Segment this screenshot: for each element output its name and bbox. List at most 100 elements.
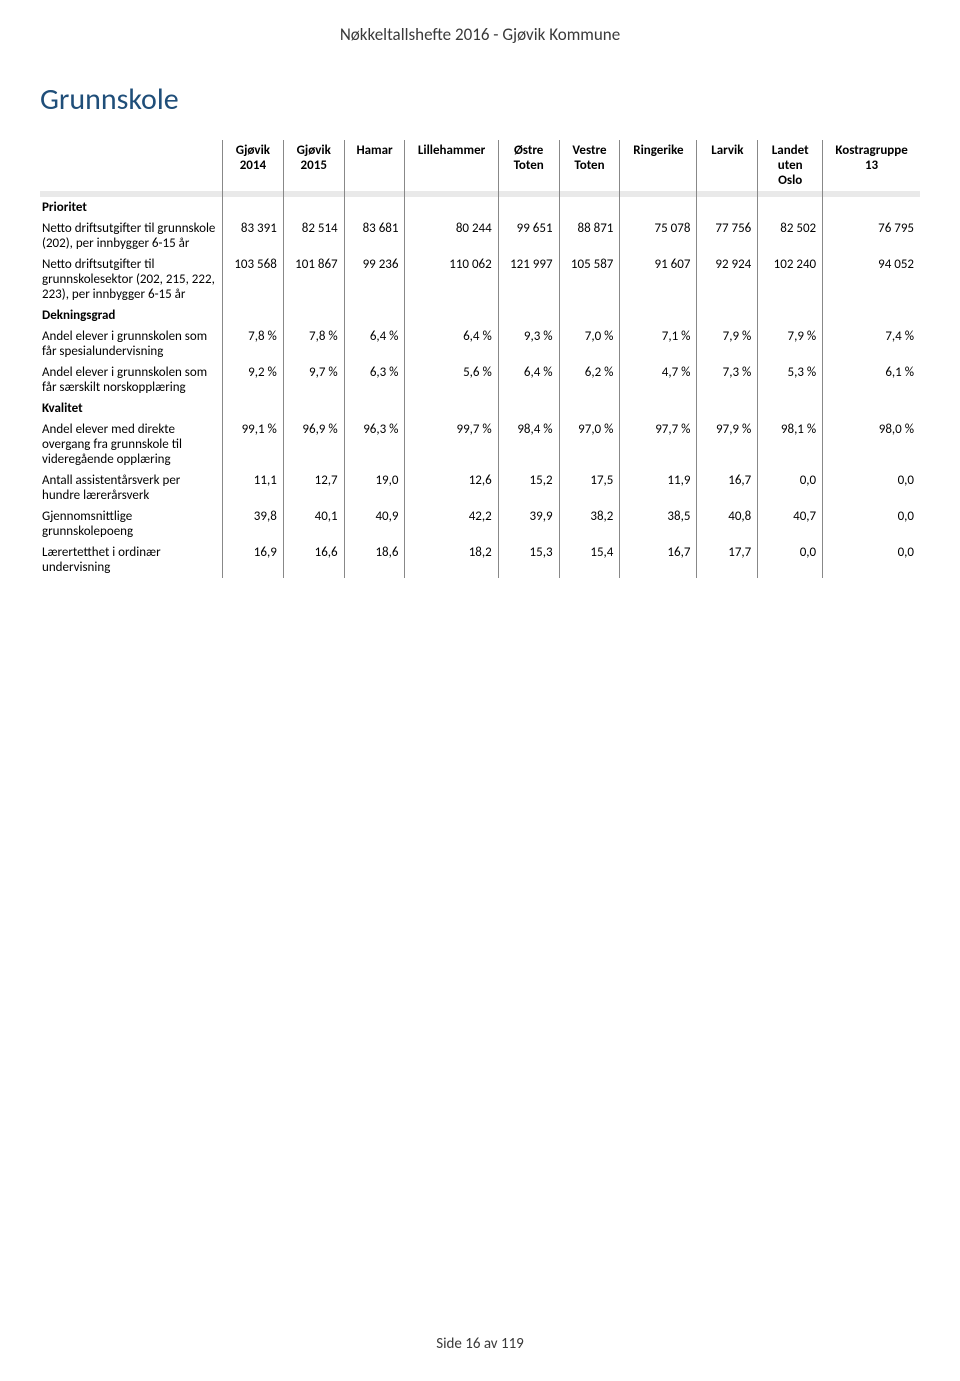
cell: 101 867 <box>283 254 344 305</box>
cell: 19,0 <box>344 470 405 506</box>
cell: 7,3 % <box>697 362 758 398</box>
cell: 121 997 <box>498 254 559 305</box>
col-header: Larvik <box>697 140 758 191</box>
cell: 80 244 <box>405 218 498 254</box>
cell: 6,4 % <box>498 362 559 398</box>
cell: 16,9 <box>222 542 283 578</box>
table-row: Netto driftsutgifter til grunnskole (202… <box>40 218 920 254</box>
row-label: Andel elever i grunnskolen som får spesi… <box>40 326 222 362</box>
cell: 15,2 <box>498 470 559 506</box>
cell: 91 607 <box>620 254 697 305</box>
cell: 40,9 <box>344 506 405 542</box>
row-label: Antall assistentårsverk per hundre lærer… <box>40 470 222 506</box>
cell: 77 756 <box>697 218 758 254</box>
cell: 110 062 <box>405 254 498 305</box>
table-section-row: Dekningsgrad <box>40 305 920 326</box>
cell: 0,0 <box>823 470 920 506</box>
cell: 94 052 <box>823 254 920 305</box>
row-label: Kvalitet <box>40 398 222 419</box>
cell: 99 236 <box>344 254 405 305</box>
table-row: Netto driftsutgifter til grunnskolesekto… <box>40 254 920 305</box>
cell: 17,7 <box>697 542 758 578</box>
cell: 40,8 <box>697 506 758 542</box>
cell: 98,1 % <box>758 419 823 470</box>
cell: 82 502 <box>758 218 823 254</box>
col-header: Hamar <box>344 140 405 191</box>
table-row: Andel elever med direkte overgang fra gr… <box>40 419 920 470</box>
cell: 11,9 <box>620 470 697 506</box>
cell: 6,3 % <box>344 362 405 398</box>
cell: 16,6 <box>283 542 344 578</box>
cell: 7,9 % <box>697 326 758 362</box>
table-row: Andel elever i grunnskolen som får spesi… <box>40 326 920 362</box>
cell: 98,0 % <box>823 419 920 470</box>
cell: 98,4 % <box>498 419 559 470</box>
cell: 96,3 % <box>344 419 405 470</box>
row-label: Prioritet <box>40 197 222 218</box>
col-header: Østre Toten <box>498 140 559 191</box>
cell: 39,8 <box>222 506 283 542</box>
col-header: Gjøvik 2015 <box>283 140 344 191</box>
cell: 103 568 <box>222 254 283 305</box>
cell: 99 651 <box>498 218 559 254</box>
cell: 9,7 % <box>283 362 344 398</box>
section-title: Grunnskole <box>40 81 920 118</box>
cell: 0,0 <box>823 542 920 578</box>
col-header: Gjøvik 2014 <box>222 140 283 191</box>
table-row: Gjennomsnittlige grunnskolepoeng39,840,1… <box>40 506 920 542</box>
col-header-label <box>40 140 222 191</box>
cell: 96,9 % <box>283 419 344 470</box>
cell: 4,7 % <box>620 362 697 398</box>
cell: 0,0 <box>758 542 823 578</box>
cell: 38,5 <box>620 506 697 542</box>
cell: 102 240 <box>758 254 823 305</box>
cell: 7,1 % <box>620 326 697 362</box>
table-header-row: Gjøvik 2014Gjøvik 2015HamarLillehammerØs… <box>40 140 920 191</box>
cell: 75 078 <box>620 218 697 254</box>
cell: 82 514 <box>283 218 344 254</box>
cell: 18,6 <box>344 542 405 578</box>
cell: 6,4 % <box>405 326 498 362</box>
cell: 7,8 % <box>283 326 344 362</box>
table-body: PrioritetNetto driftsutgifter til grunns… <box>40 197 920 578</box>
table-row: Antall assistentårsverk per hundre lærer… <box>40 470 920 506</box>
row-label: Gjennomsnittlige grunnskolepoeng <box>40 506 222 542</box>
page-footer: Side 16 av 119 <box>0 1335 960 1353</box>
cell: 9,2 % <box>222 362 283 398</box>
cell: 5,3 % <box>758 362 823 398</box>
cell: 7,9 % <box>758 326 823 362</box>
row-label: Lærertetthet i ordinær undervisning <box>40 542 222 578</box>
grunnskole-table: Gjøvik 2014Gjøvik 2015HamarLillehammerØs… <box>40 140 920 578</box>
cell: 7,4 % <box>823 326 920 362</box>
cell: 42,2 <box>405 506 498 542</box>
row-label: Andel elever med direkte overgang fra gr… <box>40 419 222 470</box>
cell: 40,7 <box>758 506 823 542</box>
cell: 15,4 <box>559 542 620 578</box>
col-header: Vestre Toten <box>559 140 620 191</box>
cell: 83 391 <box>222 218 283 254</box>
cell: 7,0 % <box>559 326 620 362</box>
row-label: Dekningsgrad <box>40 305 222 326</box>
row-label: Netto driftsutgifter til grunnskole (202… <box>40 218 222 254</box>
col-header: Kostragruppe 13 <box>823 140 920 191</box>
cell: 99,7 % <box>405 419 498 470</box>
table-row: Andel elever i grunnskolen som får særsk… <box>40 362 920 398</box>
cell: 5,6 % <box>405 362 498 398</box>
table-row: Lærertetthet i ordinær undervisning16,91… <box>40 542 920 578</box>
cell: 6,2 % <box>559 362 620 398</box>
col-header: Ringerike <box>620 140 697 191</box>
cell: 12,6 <box>405 470 498 506</box>
cell: 92 924 <box>697 254 758 305</box>
cell: 97,9 % <box>697 419 758 470</box>
cell: 16,7 <box>620 542 697 578</box>
cell: 16,7 <box>697 470 758 506</box>
cell: 6,4 % <box>344 326 405 362</box>
cell: 17,5 <box>559 470 620 506</box>
cell: 97,0 % <box>559 419 620 470</box>
cell: 88 871 <box>559 218 620 254</box>
cell: 76 795 <box>823 218 920 254</box>
cell: 12,7 <box>283 470 344 506</box>
cell: 38,2 <box>559 506 620 542</box>
col-header: Lillehammer <box>405 140 498 191</box>
cell: 7,8 % <box>222 326 283 362</box>
